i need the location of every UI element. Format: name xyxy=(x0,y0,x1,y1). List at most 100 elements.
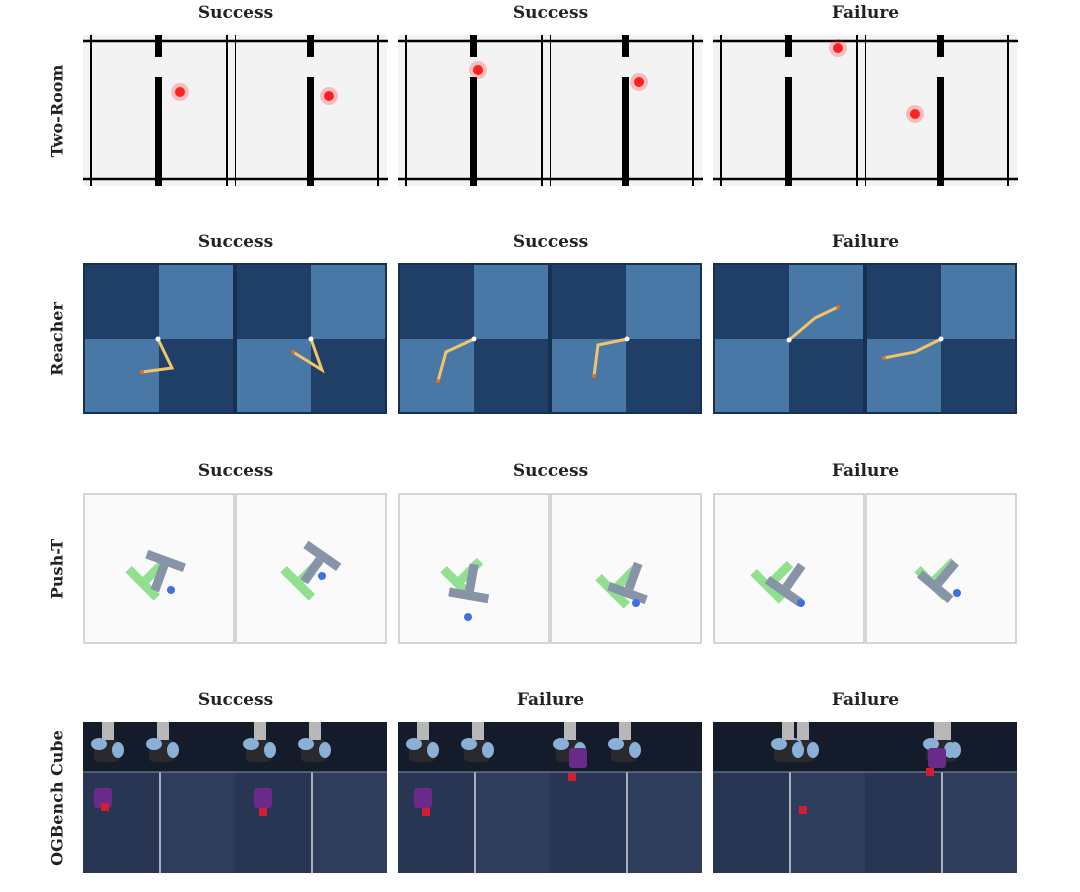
episode-outcome-title: Success xyxy=(197,232,274,252)
pusher-agent xyxy=(167,586,175,594)
two-room-frame xyxy=(865,35,1018,186)
cube xyxy=(568,773,576,781)
gripper xyxy=(414,788,432,808)
center-wall xyxy=(785,77,792,186)
robot-arm-left xyxy=(91,722,124,762)
center-wall xyxy=(937,35,944,57)
center-wall xyxy=(785,35,792,57)
push-t-frame xyxy=(83,493,235,644)
center-wall xyxy=(307,77,314,186)
two-room-frame xyxy=(83,35,236,186)
cube-frame xyxy=(398,722,550,873)
episode-outcome-title: Success xyxy=(197,461,274,481)
pusher-agent xyxy=(797,599,805,607)
reacher-frame xyxy=(83,263,235,414)
t-block xyxy=(448,563,490,604)
agent-dot xyxy=(324,91,334,101)
cube-frame xyxy=(713,722,865,873)
cube-frame xyxy=(235,722,387,873)
center-wall xyxy=(307,35,314,57)
episode-outcome-title: Success xyxy=(197,690,274,710)
robot-arm-left xyxy=(243,722,276,762)
center-wall xyxy=(937,77,944,186)
episode-outcome-title: Failure xyxy=(516,690,585,710)
cube xyxy=(422,808,430,816)
robot-arm-right xyxy=(146,722,179,762)
cube xyxy=(926,768,934,776)
push-t-frame xyxy=(550,493,702,644)
reacher-frame xyxy=(235,263,387,414)
t-block xyxy=(300,540,342,585)
two-room-frame xyxy=(235,35,388,186)
agent-dot xyxy=(910,109,920,119)
agent-dot xyxy=(833,43,843,53)
arm-tip xyxy=(140,370,144,374)
reacher-frame xyxy=(550,263,702,414)
agent-dot xyxy=(175,87,185,97)
arm-base xyxy=(155,336,161,342)
row-label-reacher: Reacher xyxy=(47,301,67,376)
arm-tip xyxy=(882,356,886,360)
cube xyxy=(101,803,109,811)
pusher-agent xyxy=(464,613,472,621)
reacher-arm xyxy=(291,337,325,374)
center-wall xyxy=(622,77,629,186)
episode-outcome-title: Success xyxy=(512,461,589,481)
arm-base xyxy=(471,336,477,342)
center-wall xyxy=(155,77,162,186)
reacher-arm xyxy=(882,337,943,360)
episode-outcome-title: Success xyxy=(512,232,589,252)
pusher-agent xyxy=(318,572,326,580)
cube xyxy=(259,808,267,816)
reacher-arm xyxy=(592,337,629,378)
arm-tip xyxy=(291,350,295,354)
push-t-frame xyxy=(398,493,550,644)
push-t-frame xyxy=(713,493,865,644)
robot-arm-right xyxy=(298,722,331,762)
episode-outcome-title: Failure xyxy=(831,232,900,252)
cube-frame xyxy=(550,722,702,873)
pusher-agent xyxy=(953,589,961,597)
episode-outcome-title: Success xyxy=(197,3,274,23)
two-room-frame xyxy=(550,35,703,186)
robot-arm-right xyxy=(608,722,641,762)
arm-base xyxy=(938,336,944,342)
t-block xyxy=(764,562,806,607)
t-block xyxy=(607,561,648,605)
center-wall xyxy=(622,35,629,57)
two-room-frame xyxy=(713,35,866,186)
row-label-push-t: Push-T xyxy=(47,538,67,599)
reacher-arm xyxy=(787,305,840,342)
robot-arm-left xyxy=(406,722,439,762)
gripper xyxy=(928,748,946,768)
arm-tip xyxy=(836,305,840,309)
reacher-frame xyxy=(865,263,1017,414)
cube-frame xyxy=(865,722,1017,873)
row-label-two-room: Two-Room xyxy=(47,64,67,157)
center-wall xyxy=(155,35,162,57)
robot-arm-right xyxy=(461,722,494,762)
pusher-agent xyxy=(632,599,640,607)
t-block xyxy=(145,549,186,593)
push-t-frame xyxy=(865,493,1017,644)
gripper xyxy=(254,788,272,808)
arm-base xyxy=(786,337,792,343)
push-t-frame xyxy=(235,493,387,644)
reacher-frame xyxy=(713,263,865,414)
episode-outcome-title: Failure xyxy=(831,3,900,23)
arm-tip xyxy=(436,379,440,383)
episode-outcome-title: Failure xyxy=(831,690,900,710)
episode-outcome-title: Failure xyxy=(831,461,900,481)
center-wall xyxy=(470,77,477,186)
robot-arm-right xyxy=(771,722,804,762)
reacher-arm xyxy=(140,337,175,374)
arm-tip xyxy=(592,374,596,378)
gripper xyxy=(569,748,587,768)
agent-dot xyxy=(634,77,644,87)
two-room-frame xyxy=(398,35,551,186)
reacher-frame xyxy=(398,263,550,414)
arm-base xyxy=(624,336,630,342)
reacher-arm xyxy=(436,337,476,383)
arm-base xyxy=(308,336,314,342)
cube-frame xyxy=(83,722,235,873)
